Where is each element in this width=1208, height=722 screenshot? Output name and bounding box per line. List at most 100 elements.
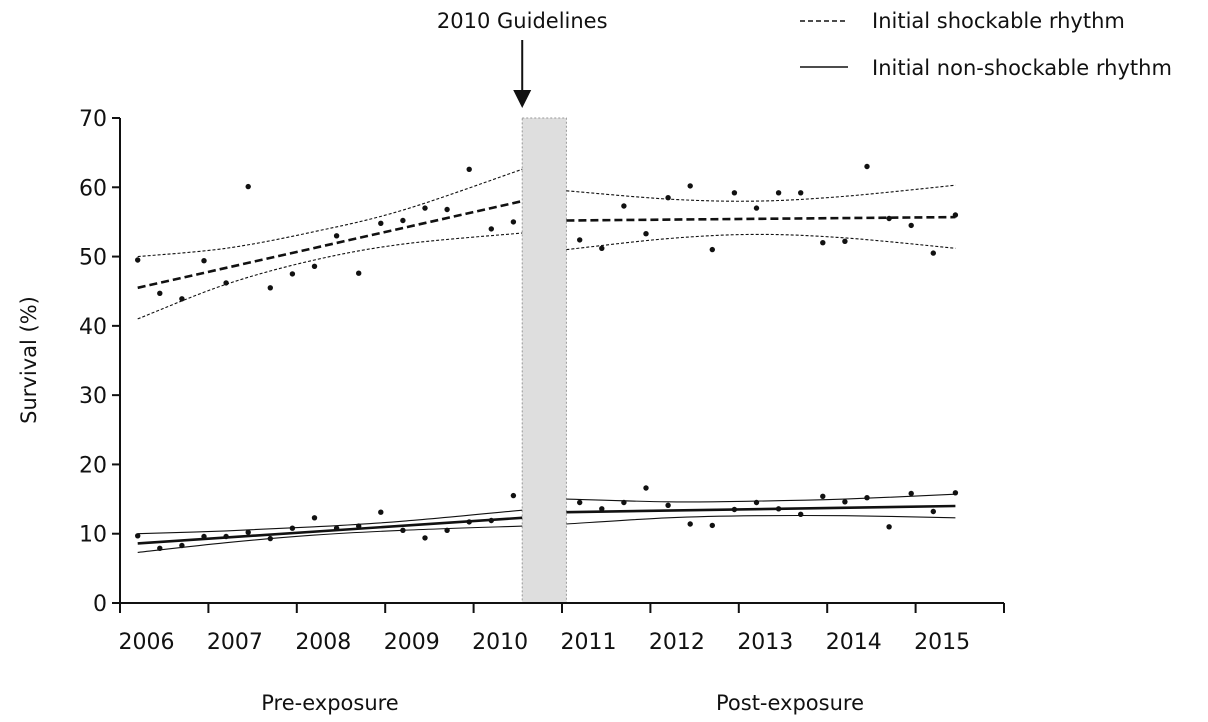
trend-line-non-shockable xyxy=(137,516,523,545)
data-point-shockable xyxy=(311,263,318,269)
data-point-shockable xyxy=(488,226,494,232)
data-point-non-shockable xyxy=(775,506,782,512)
data-point-non-shockable xyxy=(356,523,362,529)
y-tick-label: 30 xyxy=(79,384,107,409)
guidelines-arrow-head xyxy=(513,90,532,108)
data-point-non-shockable xyxy=(400,527,406,533)
data-point-shockable xyxy=(599,245,605,251)
exposure-band xyxy=(521,117,567,604)
data-point-shockable xyxy=(643,231,649,237)
data-point-non-shockable xyxy=(908,490,914,497)
ci-upper-non-shockable xyxy=(137,509,523,535)
post-exposure-label: Post-exposure xyxy=(716,691,864,715)
legend: Initial shockable rhythm Initial non-sho… xyxy=(800,9,1172,80)
data-point-non-shockable xyxy=(179,542,185,549)
data-point-shockable xyxy=(864,163,870,170)
data-point-shockable xyxy=(223,280,229,286)
data-point-shockable xyxy=(842,238,848,244)
data-point-non-shockable xyxy=(378,509,384,515)
data-point-non-shockable xyxy=(930,508,936,515)
data-point-non-shockable xyxy=(466,519,472,525)
data-point-shockable xyxy=(621,203,627,209)
data-point-non-shockable xyxy=(577,499,583,506)
data-point-shockable xyxy=(687,183,693,189)
x-tick-label: 2010 xyxy=(472,630,528,655)
data-point-non-shockable xyxy=(599,506,605,512)
data-point-shockable xyxy=(400,217,406,224)
data-point-non-shockable xyxy=(444,527,450,533)
x-tick-label: 2014 xyxy=(826,630,882,655)
data-point-shockable xyxy=(798,190,804,196)
ci-upper-shockable xyxy=(566,184,956,202)
axes: 0 10 20 30 40 50 60 70 2006 2007 2008 2009 2010 2011 2… xyxy=(79,107,1005,655)
x-tick-label: 2011 xyxy=(561,630,617,655)
data-point-shockable xyxy=(333,233,340,239)
data-point-shockable xyxy=(820,240,826,246)
data-point-non-shockable xyxy=(245,529,251,535)
legend-label-shockable: Initial shockable rhythm xyxy=(872,9,1125,33)
data-point-non-shockable xyxy=(157,545,163,551)
y-tick-label: 20 xyxy=(79,453,107,478)
data-point-non-shockable xyxy=(643,485,649,491)
data-point-non-shockable xyxy=(709,522,715,529)
data-point-shockable xyxy=(577,237,583,243)
data-point-non-shockable xyxy=(223,533,229,540)
y-tick-label: 70 xyxy=(79,107,107,132)
data-point-shockable xyxy=(952,212,959,218)
data-point-shockable xyxy=(731,190,738,196)
y-tick-label: 0 xyxy=(93,592,107,617)
data-point-non-shockable xyxy=(311,515,318,521)
data-point-shockable xyxy=(908,222,914,229)
ci-lower-shockable xyxy=(137,232,523,320)
data-point-non-shockable xyxy=(820,493,826,499)
y-tick-label: 40 xyxy=(79,315,107,340)
data-point-non-shockable xyxy=(886,524,892,530)
legend-label-non-shockable: Initial non-shockable rhythm xyxy=(872,56,1172,80)
data-point-shockable xyxy=(356,270,362,276)
trend-line-non-shockable xyxy=(566,504,956,514)
data-point-shockable xyxy=(886,215,892,222)
data-point-shockable xyxy=(775,190,782,196)
data-point-shockable xyxy=(201,258,207,264)
data-point-non-shockable xyxy=(201,533,207,540)
data-point-layer xyxy=(135,163,959,551)
data-point-non-shockable xyxy=(488,517,494,524)
guidelines-annotation-label: 2010 Guidelines xyxy=(437,9,608,33)
pre-exposure-label: Pre-exposure xyxy=(261,691,398,715)
data-point-shockable xyxy=(444,206,450,213)
data-point-non-shockable xyxy=(621,499,627,506)
data-point-non-shockable xyxy=(842,499,848,505)
x-tick-label: 2015 xyxy=(914,630,970,655)
x-tick-label: 2006 xyxy=(119,630,175,655)
data-point-shockable xyxy=(179,296,185,302)
data-point-non-shockable xyxy=(731,506,738,513)
trend-line-shockable xyxy=(566,215,956,222)
data-point-shockable xyxy=(510,219,517,225)
data-point-non-shockable xyxy=(267,535,273,542)
ci-lower-shockable xyxy=(566,233,956,251)
y-axis-title: Survival (%) xyxy=(17,296,41,424)
data-point-non-shockable xyxy=(135,533,141,539)
trend-line-shockable xyxy=(137,199,523,290)
data-point-shockable xyxy=(422,205,428,211)
data-point-non-shockable xyxy=(952,490,959,496)
data-point-non-shockable xyxy=(864,495,870,501)
data-point-non-shockable xyxy=(687,521,693,527)
data-point-shockable xyxy=(135,257,141,263)
data-point-shockable xyxy=(378,220,384,226)
data-point-shockable xyxy=(466,166,472,172)
x-tick-label: 2008 xyxy=(295,630,351,655)
data-point-non-shockable xyxy=(665,502,671,508)
x-tick-label: 2013 xyxy=(737,630,793,655)
exposure-band-layer xyxy=(521,117,567,604)
y-tick-label: 10 xyxy=(79,523,107,548)
data-point-non-shockable xyxy=(333,525,340,531)
x-tick-label: 2012 xyxy=(649,630,705,655)
data-point-shockable xyxy=(665,195,671,201)
data-point-shockable xyxy=(289,271,296,277)
y-tick-label: 50 xyxy=(79,246,107,271)
data-point-shockable xyxy=(245,183,251,190)
data-point-non-shockable xyxy=(422,535,428,541)
data-point-non-shockable xyxy=(753,499,760,506)
